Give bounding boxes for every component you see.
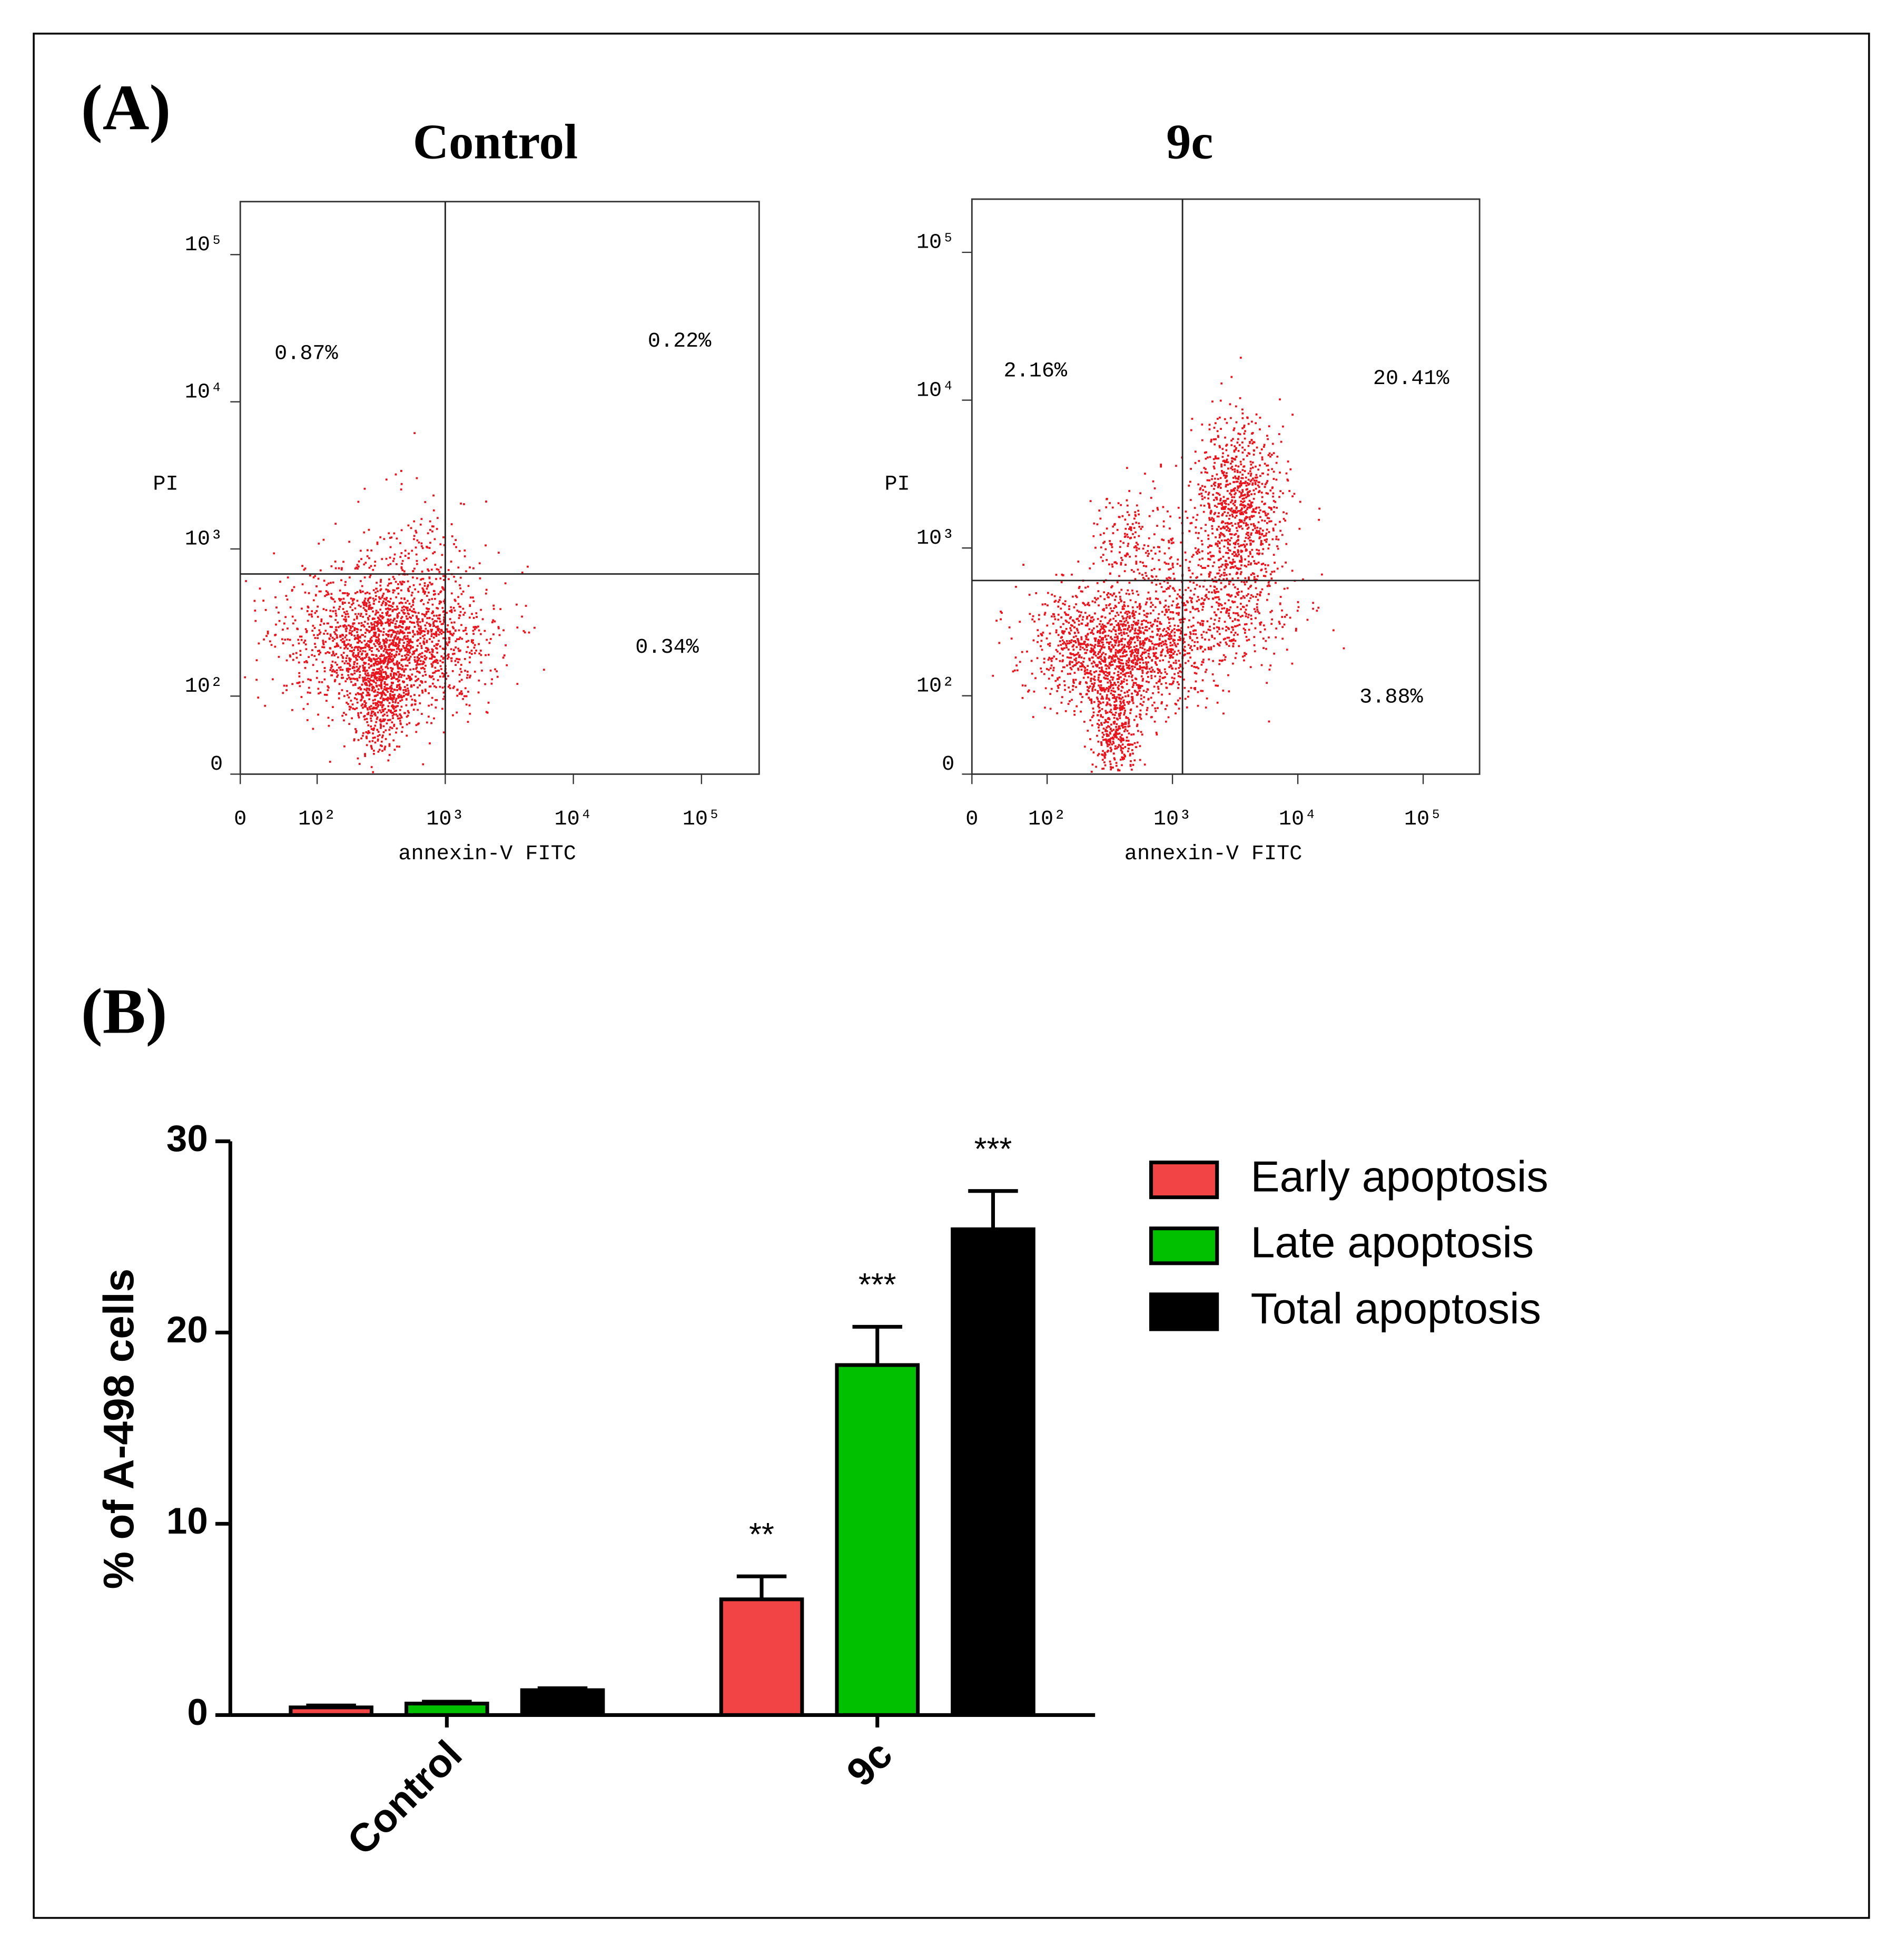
- x-tick-label: 10²: [298, 808, 336, 831]
- y-axis-label: PI: [884, 473, 910, 497]
- y-tick-label: 10⁴: [916, 379, 954, 402]
- x-tick-label: Control: [339, 1732, 470, 1863]
- x-tick-label: 10⁴: [554, 808, 592, 831]
- bar: [719, 1597, 804, 1717]
- y-axis-label: PI: [153, 473, 178, 497]
- bar: [405, 1702, 489, 1717]
- legend-swatch: [1149, 1292, 1219, 1331]
- quadrant-label: 20.41%: [1373, 367, 1449, 391]
- plot-frame: [971, 198, 1481, 775]
- y-axis-label: % of A-498 cells: [95, 1269, 143, 1589]
- legend-label: Late apoptosis: [1250, 1218, 1534, 1267]
- legend-swatch: [1149, 1226, 1219, 1265]
- x-tick-label: 10⁵: [683, 808, 721, 831]
- x-tick-label: 0: [234, 808, 246, 831]
- x-axis-label: annexin-V FITC: [1124, 842, 1302, 866]
- quadrant-label: 0.34%: [635, 636, 699, 660]
- y-tick-label: 0: [187, 1692, 208, 1733]
- panel-title: Control: [413, 114, 578, 169]
- panel-title: 9c: [1166, 114, 1213, 169]
- legend-label: Early apoptosis: [1250, 1152, 1548, 1201]
- legend-swatch: [1149, 1160, 1219, 1200]
- quadrant-label: 0.22%: [648, 330, 712, 354]
- y-tick-label: 10⁵: [916, 231, 954, 255]
- y-tick-label: 10²: [916, 674, 954, 698]
- x-tick-label: 10⁵: [1404, 808, 1442, 831]
- y-tick-label: 20: [166, 1309, 208, 1351]
- significance-label: ***: [974, 1131, 1012, 1167]
- quadrant-label: 3.88%: [1359, 686, 1423, 710]
- x-tick-label: 10²: [1028, 808, 1066, 831]
- y-tick-label: 10³: [185, 528, 223, 552]
- x-tick-label: 9c: [838, 1732, 901, 1795]
- bar: [289, 1705, 373, 1717]
- x-tick-label: 0: [965, 808, 978, 831]
- y-tick-label: 10⁴: [185, 380, 223, 404]
- y-tick-label: 10: [166, 1500, 208, 1542]
- y-tick-label: 0: [942, 753, 954, 777]
- y-tick-label: 10⁵: [185, 233, 223, 257]
- y-tick-label: 10²: [185, 675, 223, 699]
- x-tick-label: 10⁴: [1279, 808, 1317, 831]
- y-tick-label: 10³: [916, 527, 954, 551]
- x-tick-label: 10³: [1153, 808, 1191, 831]
- plot-frame: [239, 201, 760, 775]
- panel-label: (A): [81, 72, 171, 144]
- y-tick-label: 30: [166, 1118, 208, 1160]
- panel-label: (B): [81, 976, 167, 1047]
- frame: [33, 33, 1870, 1919]
- event-dots: [244, 432, 545, 773]
- x-tick-label: 10³: [426, 808, 464, 831]
- quadrant-label: 2.16%: [1004, 360, 1068, 384]
- event-dots: [992, 357, 1345, 773]
- bar: [520, 1688, 605, 1717]
- x-axis-label: annexin-V FITC: [398, 842, 576, 866]
- significance-label: **: [749, 1516, 774, 1553]
- bar: [951, 1227, 1035, 1717]
- y-tick-label: 0: [210, 753, 223, 777]
- significance-label: ***: [859, 1266, 896, 1303]
- quadrant-label: 0.87%: [274, 342, 338, 366]
- bar: [835, 1363, 920, 1717]
- legend-label: Total apoptosis: [1250, 1284, 1541, 1333]
